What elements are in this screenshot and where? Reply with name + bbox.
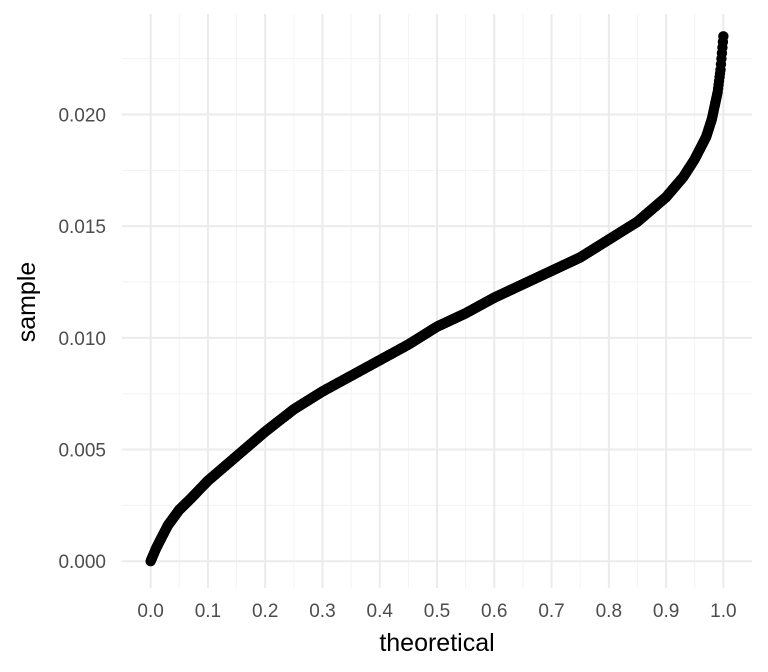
- y-tick-label: 0.020: [58, 106, 106, 127]
- y-tick-label: 0.005: [58, 441, 106, 462]
- x-tick-label: 0.4: [367, 601, 394, 622]
- x-tick-label: 0.6: [481, 601, 507, 622]
- x-tick-label: 0.1: [195, 601, 221, 622]
- x-tick-label: 0.7: [538, 601, 564, 622]
- x-tick-label: 0.9: [653, 601, 679, 622]
- y-axis-tick-labels: 0.000 0.005 0.010 0.015 0.020: [58, 106, 106, 574]
- y-tick-label: 0.010: [58, 329, 106, 350]
- data-point: [718, 31, 729, 42]
- x-tick-label: 0.2: [252, 601, 278, 622]
- x-axis-tick-labels: 0.0 0.1 0.2 0.3 0.4 0.5 0.6 0.7 0.8 0.9 1.0: [137, 601, 736, 622]
- x-tick-label: 0.0: [137, 601, 163, 622]
- x-tick-label: 1.0: [710, 601, 736, 622]
- major-gridlines: [122, 14, 752, 588]
- y-axis-title: sample: [13, 262, 41, 343]
- x-axis-title: theoretical: [379, 629, 494, 657]
- x-tick-label: 0.8: [596, 601, 622, 622]
- x-tick-label: 0.5: [424, 601, 450, 622]
- x-tick-label: 0.3: [309, 601, 335, 622]
- y-tick-label: 0.015: [58, 217, 106, 238]
- y-tick-label: 0.000: [58, 552, 106, 573]
- data-points: [145, 31, 729, 567]
